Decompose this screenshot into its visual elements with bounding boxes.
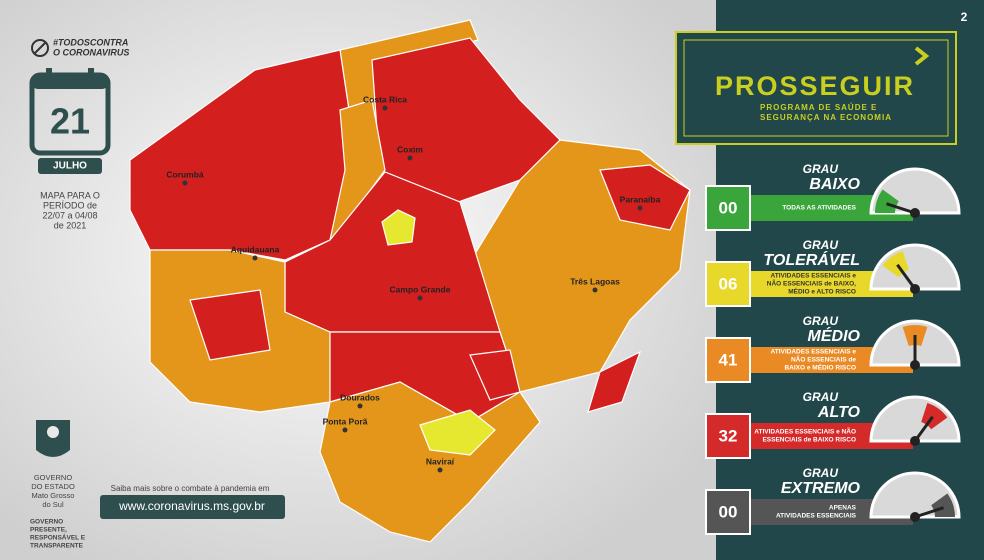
city-dot [417,295,423,301]
city-dot [407,155,413,161]
level-description: NÃO ESSENCIAIS de BAIXO, [767,279,856,288]
motto-line: TRANSPARENTE [30,543,84,550]
city-label: Campo Grande [390,284,451,294]
city-label: Paranaíba [620,194,661,204]
city-label: Naviraí [426,456,455,466]
level-grau: GRAU [803,314,839,328]
level-name: TOLERÁVEL [763,250,860,269]
level-count-box [705,185,751,231]
city-dot [592,287,598,293]
city-label: Coxim [397,144,423,154]
city-label: Costa Rica [363,94,407,104]
calendar: 21 JULHO [29,68,111,174]
government-line: GOVERNO [34,473,73,482]
city-labels: Aquidauana Campo Grande Três Lagoas Dourado… [166,94,661,473]
level-count-box [705,489,751,535]
program-subtitle: PROGRAMA DE SAÚDE E [760,103,877,112]
level-name: ALTO [817,404,861,421]
level-description: TODAS AS ATIVIDADES [782,205,856,212]
month: JULHO [53,161,87,172]
level-name: EXTREMO [781,480,861,497]
gauge-hub [910,284,920,294]
url: www.coronavirus.ms.gov.br [118,499,265,513]
level-name: BAIXO [809,176,860,193]
level-count: 32 [719,426,738,445]
city-label: Dourados [340,392,380,402]
more-info: Saiba mais sobre o combate à pandemia em [111,484,270,493]
url-box [100,495,285,519]
city-label: Ponta Porã [323,416,368,426]
city-label: Aquidauana [231,244,280,254]
gauge-hub [910,436,920,446]
level-grau: GRAU [803,466,839,480]
motto-line: PRESENTE, [30,527,67,534]
level-description: ATIVIDADES ESSENCIAIS [776,513,857,520]
level-description: ATIVIDADES ESSENCIAIS e NÃO [754,427,856,436]
level-count-box [705,261,751,307]
level-grau: GRAU [803,162,839,176]
program-header: PROSSEGUIR PROGRAMA DE SAÚDE E SEGURANÇA… [675,31,957,145]
level-count: 00 [719,502,738,521]
level-description: BAIXO e MÉDIO RISCO [784,363,856,372]
city-dot [637,205,643,211]
city-dot [252,255,258,261]
city-dot [357,403,363,409]
government-logo [36,420,70,457]
level-description: APENAS [829,505,857,512]
motto-line: GOVERNO [30,519,63,526]
level-grau: GRAU [803,390,839,404]
level-count: 00 [719,198,738,217]
city-label: Corumbá [166,169,204,179]
level-description: ATIVIDADES ESSENCIAIS e [771,273,857,280]
program-name: PROSSEGUIR [715,71,915,101]
level-description: MÉDIO e ALTO RISCO [788,287,856,296]
level-name: MÉDIO [808,326,861,345]
level-count-box [705,413,751,459]
gauge-hub [910,208,920,218]
government-line: DO ESTADO [31,482,75,491]
level-description: ATIVIDADES ESSENCIAIS e [771,349,857,356]
state-map [129,19,691,543]
day: 21 [50,101,90,142]
period-line: de 2021 [54,220,87,230]
page-number: 2 [961,10,968,24]
campaign-logo: #TODOSCONTRA O CORONAVIRUS [31,37,129,57]
level-count: 06 [719,274,738,293]
level-description: NÃO ESSENCIAIS de [791,355,856,364]
period-line: MAPA PARA O [40,190,100,200]
level-count-box [705,337,751,383]
gauge-hub [910,360,920,370]
city-dot [182,180,188,186]
hashtag: #TODOSCONTRA [53,37,128,47]
motto-line: RESPONSÁVEL E [30,533,86,542]
level-description: ESSENCIAIS de BAIXO RISCO [762,437,856,444]
period-line: PERÍODO de [43,200,97,210]
hashtag: O CORONAVIRUS [53,47,129,57]
level-grau: GRAU [803,238,839,252]
government-line: do Sul [42,500,64,509]
city-dot [382,105,388,111]
government-line: Mato Grosso [32,491,75,500]
program-subtitle: SEGURANÇA NA ECONOMIA [760,113,892,122]
gauge-hub [910,512,920,522]
level-count: 41 [719,350,738,369]
city-dot [437,467,443,473]
city-dot [342,427,348,433]
period-line: 22/07 a 04/08 [42,210,97,220]
city-label: Três Lagoas [570,276,620,286]
